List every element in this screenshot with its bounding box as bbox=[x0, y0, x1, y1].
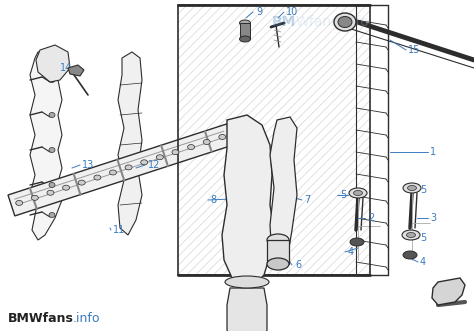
Ellipse shape bbox=[239, 36, 250, 42]
Ellipse shape bbox=[338, 17, 352, 27]
Polygon shape bbox=[432, 278, 465, 305]
Text: 8: 8 bbox=[210, 195, 216, 205]
Ellipse shape bbox=[408, 185, 417, 191]
Text: 1: 1 bbox=[430, 147, 436, 157]
Text: 14: 14 bbox=[60, 63, 72, 73]
Ellipse shape bbox=[188, 145, 195, 150]
Polygon shape bbox=[30, 50, 62, 240]
Ellipse shape bbox=[239, 20, 250, 26]
Text: BM: BM bbox=[272, 15, 296, 29]
Polygon shape bbox=[222, 115, 274, 285]
Text: 9: 9 bbox=[256, 7, 262, 17]
Polygon shape bbox=[118, 52, 142, 235]
Text: 12: 12 bbox=[148, 160, 160, 170]
Ellipse shape bbox=[172, 150, 179, 155]
Ellipse shape bbox=[31, 195, 38, 200]
Ellipse shape bbox=[403, 251, 417, 259]
Bar bbox=[240, 23, 250, 39]
Ellipse shape bbox=[403, 183, 421, 193]
Text: 11: 11 bbox=[113, 225, 125, 235]
Text: 15: 15 bbox=[408, 45, 420, 55]
Ellipse shape bbox=[349, 188, 367, 198]
Text: 4: 4 bbox=[420, 257, 426, 267]
Ellipse shape bbox=[125, 165, 132, 170]
Ellipse shape bbox=[16, 201, 23, 206]
Ellipse shape bbox=[350, 238, 364, 246]
Polygon shape bbox=[8, 124, 234, 216]
Text: BMWfans: BMWfans bbox=[8, 311, 74, 324]
Text: 5: 5 bbox=[420, 233, 426, 243]
Ellipse shape bbox=[203, 139, 210, 145]
Text: 3: 3 bbox=[430, 213, 436, 223]
Ellipse shape bbox=[49, 113, 55, 118]
Ellipse shape bbox=[49, 213, 55, 217]
Ellipse shape bbox=[219, 134, 226, 139]
Ellipse shape bbox=[109, 170, 117, 175]
Bar bbox=[267, 240, 289, 264]
Ellipse shape bbox=[407, 232, 416, 238]
Text: 4: 4 bbox=[348, 247, 354, 257]
Ellipse shape bbox=[94, 175, 101, 180]
Ellipse shape bbox=[78, 180, 85, 185]
Ellipse shape bbox=[141, 160, 148, 165]
Text: 6: 6 bbox=[295, 260, 301, 270]
Ellipse shape bbox=[354, 191, 363, 196]
Ellipse shape bbox=[267, 258, 289, 270]
Ellipse shape bbox=[47, 190, 54, 195]
Polygon shape bbox=[36, 45, 70, 82]
Text: .info: .info bbox=[73, 311, 100, 324]
Text: 7: 7 bbox=[304, 195, 310, 205]
Ellipse shape bbox=[156, 155, 164, 160]
Ellipse shape bbox=[334, 13, 356, 31]
Ellipse shape bbox=[63, 185, 70, 190]
Ellipse shape bbox=[49, 148, 55, 153]
Text: 5: 5 bbox=[340, 190, 346, 200]
Ellipse shape bbox=[267, 234, 289, 246]
Text: 2: 2 bbox=[368, 213, 374, 223]
Polygon shape bbox=[270, 117, 297, 268]
Ellipse shape bbox=[402, 230, 420, 240]
Ellipse shape bbox=[225, 276, 269, 288]
Text: 10: 10 bbox=[286, 7, 298, 17]
Text: Wfans.info: Wfans.info bbox=[296, 15, 370, 29]
Text: 5: 5 bbox=[420, 185, 426, 195]
Text: 13: 13 bbox=[82, 160, 94, 170]
Ellipse shape bbox=[49, 77, 55, 82]
Ellipse shape bbox=[49, 182, 55, 187]
Polygon shape bbox=[227, 288, 267, 331]
Polygon shape bbox=[68, 65, 84, 76]
